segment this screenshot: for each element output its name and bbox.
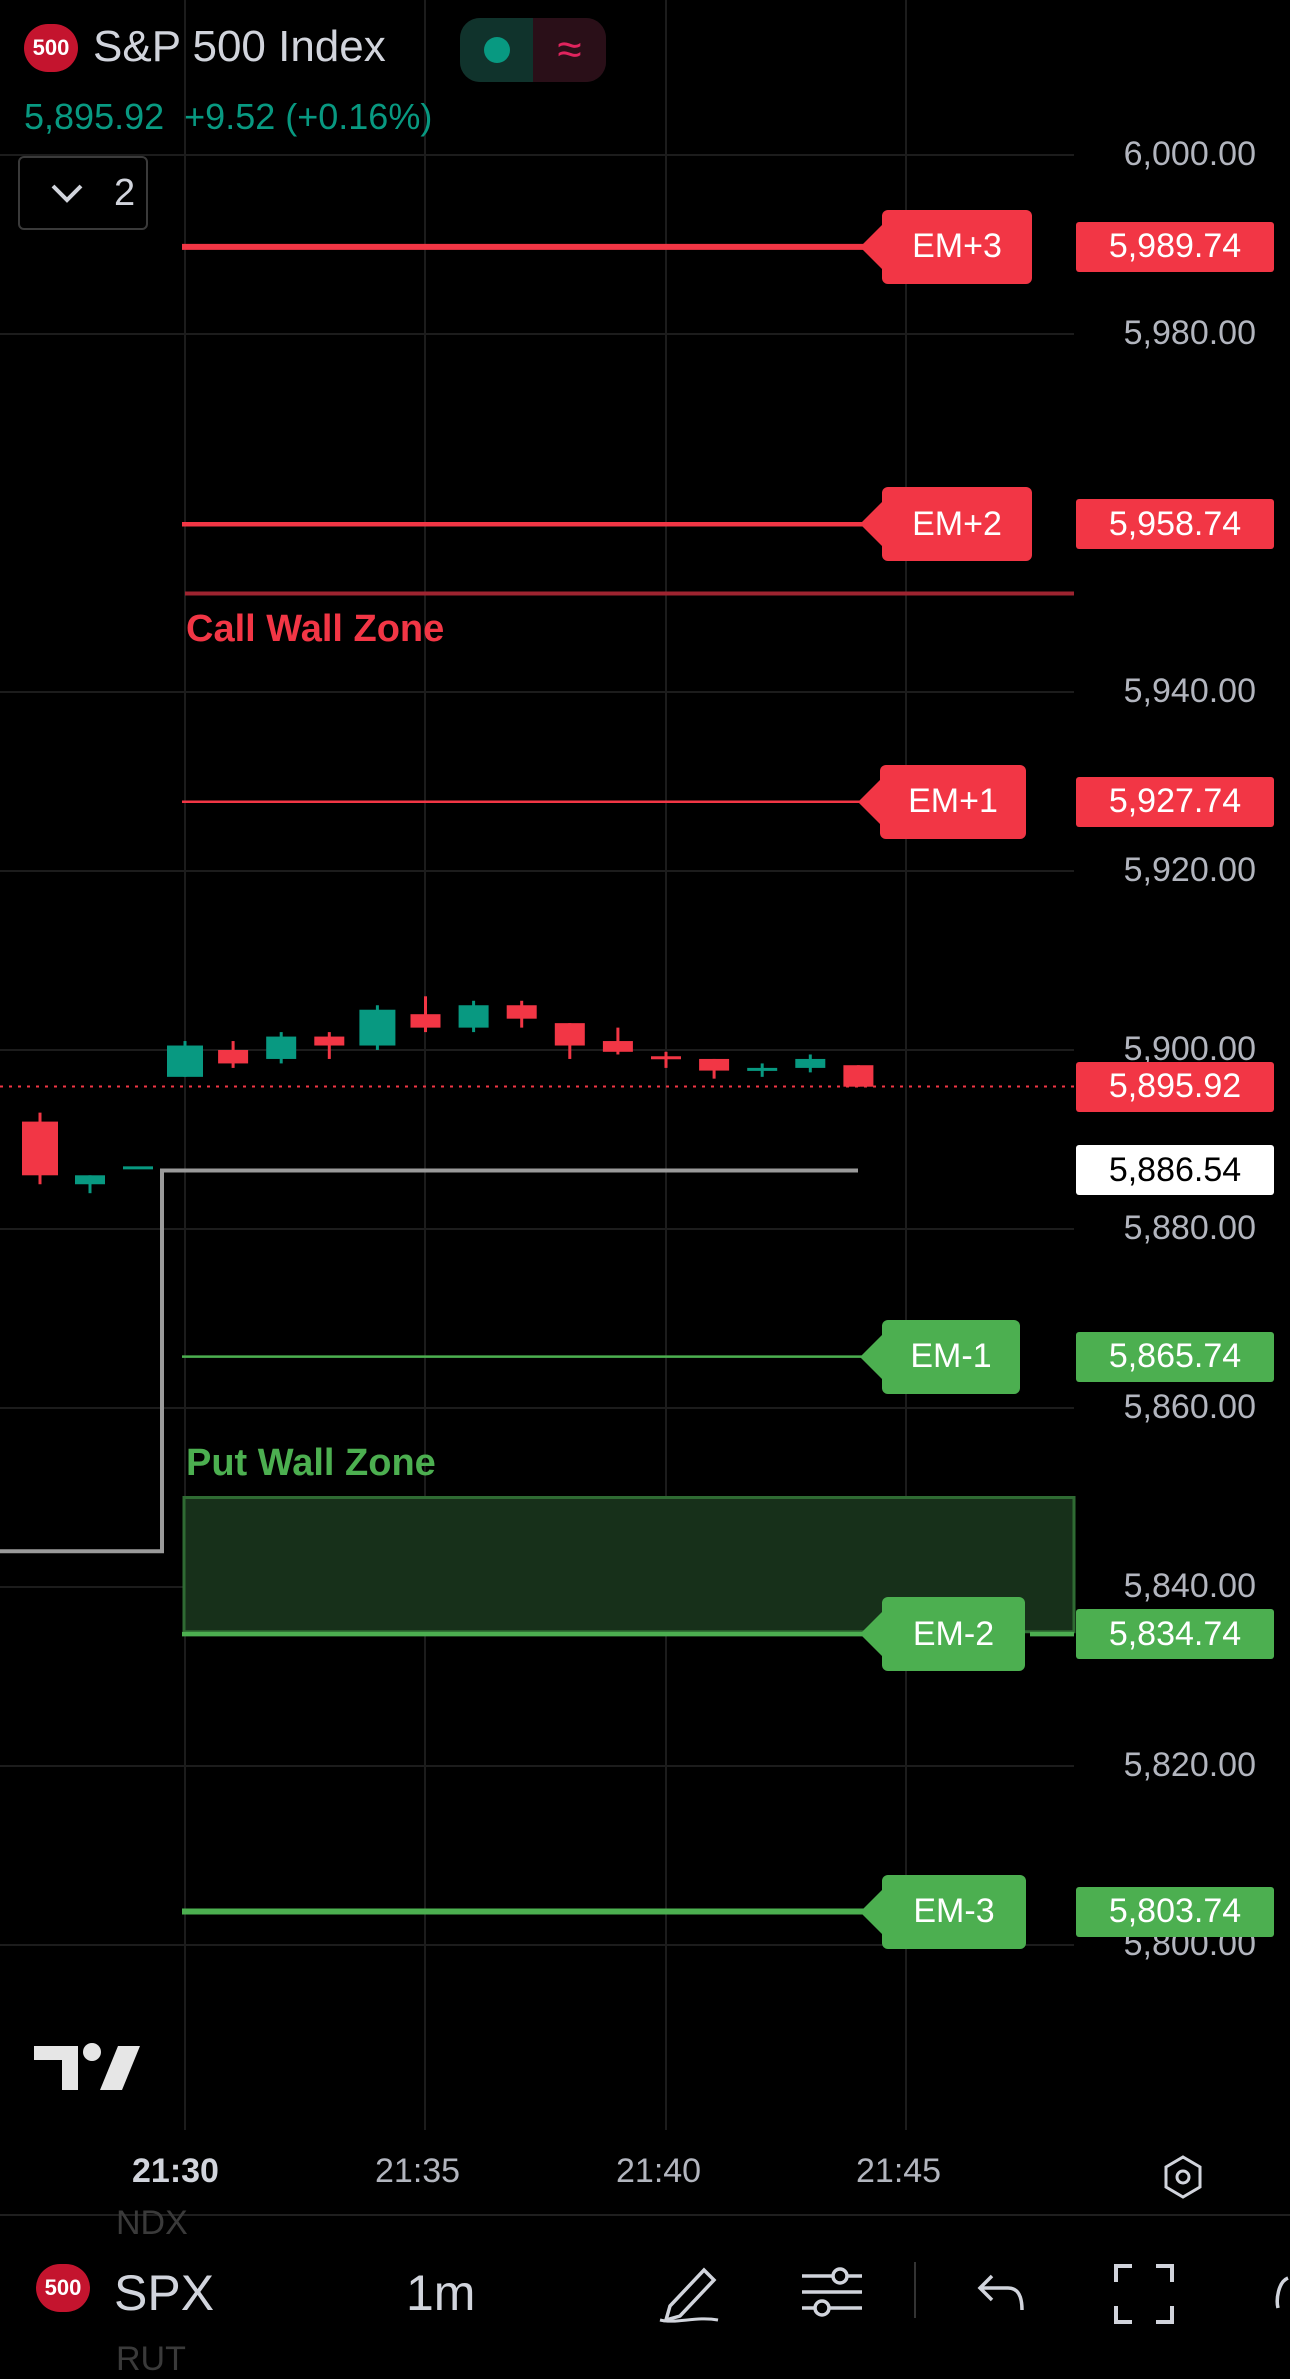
symbol-picker-ghost-next: RUT <box>116 2340 186 2378</box>
fullscreen-icon[interactable] <box>1112 2262 1176 2326</box>
price-tick: 5,820.00 <box>1123 1746 1256 1784</box>
candle-body <box>554 1023 585 1046</box>
price-tick: 5,920.00 <box>1123 851 1256 889</box>
candle-body <box>602 1041 633 1052</box>
indicators-sliders-icon[interactable] <box>800 2262 864 2322</box>
candle-body <box>218 1050 249 1064</box>
time-tick: 21:30 <box>132 2152 219 2190</box>
current-price-label: 5,895.92 <box>1076 1061 1274 1112</box>
price-tick: 5,880.00 <box>1123 1209 1256 1247</box>
tradingview-logo-icon <box>34 2043 140 2090</box>
em-plus-1-tag[interactable]: EM+1 <box>858 764 1026 839</box>
price-change: +9.52 (+0.16%) <box>184 96 433 137</box>
candle-body <box>506 1005 537 1019</box>
reference-price-label: 5,886.54 <box>1076 1145 1274 1196</box>
price-tick: 6,000.00 <box>1123 135 1256 173</box>
undo-icon[interactable] <box>976 2270 1026 2316</box>
candle-body <box>699 1058 730 1071</box>
interval-selector[interactable]: 1m <box>406 2265 476 2321</box>
price-tick: 5,860.00 <box>1123 1388 1256 1426</box>
symbol-badge: 500 <box>24 24 78 72</box>
reference-line <box>0 1168 858 1554</box>
em-plus-1-price: 5,927.74 <box>1076 776 1274 827</box>
candle-body <box>167 1045 203 1077</box>
candle-body <box>795 1058 826 1068</box>
market-status-toggle[interactable]: ≈ <box>460 18 606 82</box>
candle-body <box>747 1067 778 1071</box>
candle-body <box>314 1036 345 1046</box>
market-open-dot-icon <box>483 37 510 63</box>
candles <box>22 996 874 1194</box>
symbol-title[interactable]: S&P 500 Index <box>93 22 386 71</box>
indicator-count: 2 <box>114 171 136 214</box>
symbol-selector[interactable]: SPX <box>114 2265 215 2321</box>
grid-lines <box>0 0 1074 2130</box>
extended-hours-icon: ≈ <box>533 18 606 82</box>
candle-body <box>843 1065 874 1087</box>
chevron-down-icon <box>51 184 83 203</box>
candle-body <box>123 1166 153 1170</box>
settings-hexagon-icon[interactable] <box>1160 2154 1206 2200</box>
candle-body <box>651 1056 681 1060</box>
candle-body <box>75 1175 105 1185</box>
em-plus-3-price: 5,989.74 <box>1076 221 1274 272</box>
candle-body <box>359 1009 396 1046</box>
candle-body <box>266 1036 297 1059</box>
em-minus-1-price: 5,865.74 <box>1076 1331 1274 1382</box>
candle-body <box>22 1121 58 1176</box>
draw-pen-icon[interactable] <box>656 2260 724 2326</box>
em-minus-3-price: 5,803.74 <box>1076 1886 1274 1937</box>
em-minus-2-tag[interactable]: EM-2 <box>860 1597 1025 1672</box>
toolbar-divider <box>914 2262 916 2318</box>
bottom-toolbar <box>0 2214 1290 2372</box>
reference-step-line <box>0 1168 858 1554</box>
em-minus-1-tag[interactable]: EM-1 <box>860 1319 1020 1394</box>
chart-canvas[interactable] <box>0 0 1290 2214</box>
candle-body <box>410 1014 441 1028</box>
em-plus-2-price: 5,958.74 <box>1076 499 1274 550</box>
level-lines <box>0 243 1074 1915</box>
em-plus-3-tag[interactable]: EM+3 <box>860 209 1032 284</box>
more-tools-icon-clipped[interactable] <box>1270 2272 1290 2312</box>
time-tick: 21:40 <box>616 2152 702 2190</box>
price-quote: 5,895.92 +9.52 (+0.16%) <box>24 96 432 138</box>
em-plus-2-tag[interactable]: EM+2 <box>860 487 1032 562</box>
indicators-collapse-button[interactable]: 2 <box>18 156 148 230</box>
price-tick: 5,940.00 <box>1123 672 1256 710</box>
time-tick: 21:35 <box>375 2152 461 2190</box>
put-wall-zone-label: Put Wall Zone <box>186 1441 436 1484</box>
last-price: 5,895.92 <box>24 96 165 137</box>
symbol-badge-footer: 500 <box>36 2264 90 2312</box>
symbol-picker-ghost-prev: NDX <box>116 2204 188 2242</box>
em-minus-3-tag[interactable]: EM-3 <box>860 1874 1026 1949</box>
price-tick: 5,980.00 <box>1123 314 1256 352</box>
call-wall-zone-label: Call Wall Zone <box>186 607 445 650</box>
candle-body <box>458 1005 489 1028</box>
time-tick: 21:45 <box>856 2152 942 2190</box>
em-minus-2-price: 5,834.74 <box>1076 1609 1274 1660</box>
price-tick: 5,840.00 <box>1123 1567 1256 1605</box>
